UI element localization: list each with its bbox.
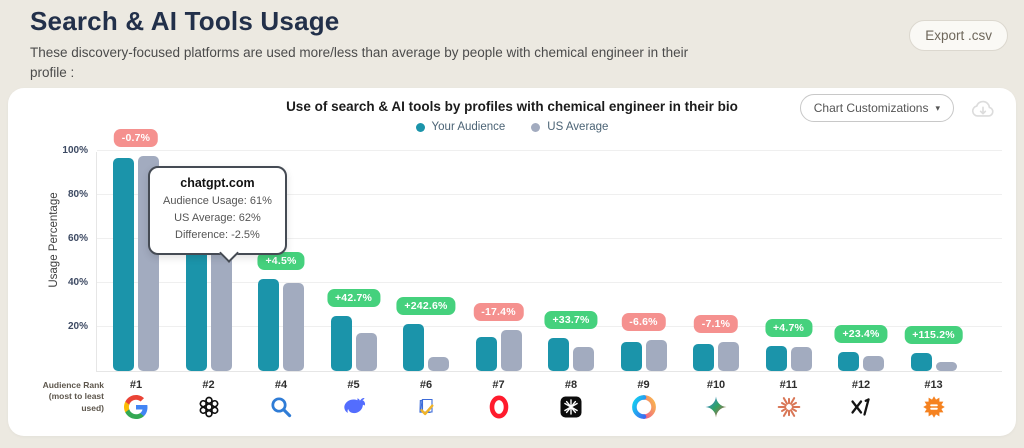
gridline-100 [97,150,1002,151]
y-tick-80: 80% [67,189,88,200]
bar-us-average-rank12[interactable] [863,355,884,371]
rank-label-12: #12 [851,379,871,391]
tooltip-audience-usage: Audience Usage: 61% [163,195,272,207]
bar-your-audience-rank7[interactable] [475,336,497,371]
gemini-icon[interactable] [704,395,728,419]
chart-customizations-button[interactable]: Chart Customizations ▾ [799,94,954,122]
page-title: Search & AI Tools Usage [30,6,340,36]
bar-your-audience-rank12[interactable] [838,352,859,371]
x-axis-caption-line1: Audience Rank [42,380,104,390]
chatgpt-icon[interactable] [197,395,221,419]
bar-your-audience-rank11[interactable] [765,345,787,371]
page-header: Search & AI Tools Usage These discovery-… [30,6,1008,82]
rank-label-8: #8 [564,379,578,391]
chart-customizations-label: Chart Customizations [813,101,929,115]
xai-icon[interactable] [849,395,873,419]
bar-your-audience-rank13[interactable] [910,352,932,371]
rank-label-1: #1 [129,379,143,391]
gridline-40 [97,282,1002,283]
bar-us-average-rank8[interactable] [573,346,594,371]
x-axis-caption-line2: (most to least used) [48,391,104,413]
claude-icon[interactable] [777,395,801,419]
y-tick-20: 20% [67,321,88,332]
rank-label-2: #2 [202,379,215,391]
difference-badge-rank8: +33.7% [544,311,598,330]
cloud-download-icon[interactable] [970,97,996,123]
chart-title: Use of search & AI tools by profiles wit… [286,99,738,114]
difference-badge-rank7: -17.4% [473,302,524,321]
bar-your-audience-rank9[interactable] [620,342,642,371]
rank-label-4: #4 [274,379,288,391]
difference-badge-rank6: +242.6% [396,296,456,315]
copilot-icon[interactable] [631,395,656,419]
bar-us-average-rank5[interactable] [355,332,377,371]
rank-label-9: #9 [637,379,650,391]
bar-us-average-rank11[interactable] [790,346,812,371]
difference-badge-rank13: +115.2% [904,325,963,344]
rank-label-13: #13 [924,379,943,391]
bar-us-average-rank13[interactable] [935,362,957,371]
legend-label: Your Audience [431,121,506,133]
opera-icon[interactable] [487,395,511,419]
rank-label-6: #6 [419,379,433,391]
x-axis-caption: Audience Rank (most to least used) [24,380,104,414]
legend-item-us-average[interactable]: US Average [531,121,608,133]
tooltip-title: chatgpt.com [180,176,255,190]
bar-us-average-rank4[interactable] [283,282,304,371]
bar-your-audience-rank5[interactable] [330,316,352,371]
bar-your-audience-rank6[interactable] [403,323,424,371]
difference-badge-rank5: +42.7% [326,289,381,307]
caret-down-icon: ▾ [935,102,940,113]
gridline-60 [97,238,1002,239]
rank-label-11: #11 [779,379,798,391]
chart-tooltip: chatgpt.com Audience Usage: 61% US Avera… [148,166,287,256]
rank-label-5: #5 [347,379,360,391]
bar-your-audience-rank10[interactable] [693,343,714,371]
difference-badge-rank4: +4.5% [257,251,305,270]
rank-label-10: #10 [706,379,726,391]
tooltip-us-average: US Average: 62% [174,212,261,225]
y-tick-40: 40% [67,277,88,288]
difference-badge-rank11: +4.7% [764,318,813,337]
difference-badge-rank10: -7.1% [693,314,739,333]
tooltip-difference: Difference: -2.5% [175,229,260,242]
y-tick-100: 100% [62,145,88,156]
bar-us-average-rank9[interactable] [645,340,667,371]
bar-us-average-rank10[interactable] [718,341,739,371]
bar-your-audience-rank4[interactable] [258,278,279,371]
chart-card: Use of search & AI tools by profiles wit… [8,88,1016,436]
y-tick-60: 60% [67,233,88,244]
page-subtitle: These discovery-focused platforms are us… [30,45,689,80]
search-magnifier-icon[interactable] [269,395,293,419]
deepseek-whale-icon[interactable] [342,395,366,419]
orange-burst-icon[interactable] [922,395,946,419]
export-csv-button[interactable]: Export .csv [909,20,1008,51]
google-icon[interactable] [124,395,148,419]
bar-us-average-rank6[interactable] [428,357,449,371]
bar-your-audience-rank2[interactable] [185,236,207,371]
gridline-80 [97,194,1002,195]
legend-label: US Average [547,121,609,133]
legend-dot [531,122,541,132]
difference-badge-rank12: +23.4% [834,325,888,344]
bar-your-audience-rank8[interactable] [548,338,569,371]
bar-us-average-rank7[interactable] [500,329,522,371]
difference-badge-rank9: -6.6% [621,313,666,332]
snowflake-app-icon[interactable] [559,395,583,419]
bar-us-average-rank2[interactable] [210,234,232,371]
legend-dot [415,122,425,132]
bar-your-audience-rank1[interactable] [113,157,134,371]
plot-area: 20% 40% 60% 80% 100% -0.7% #1 #2 +4.5% #4 +42.7% #5… [62,129,1002,419]
rank-label-7: #7 [492,379,505,391]
legend-item-your-audience[interactable]: Your Audience [415,121,506,133]
difference-badge-rank1: -0.7% [113,129,159,148]
document-fan-icon[interactable] [414,395,438,419]
chart-legend: Your Audience US Average [8,121,1016,133]
